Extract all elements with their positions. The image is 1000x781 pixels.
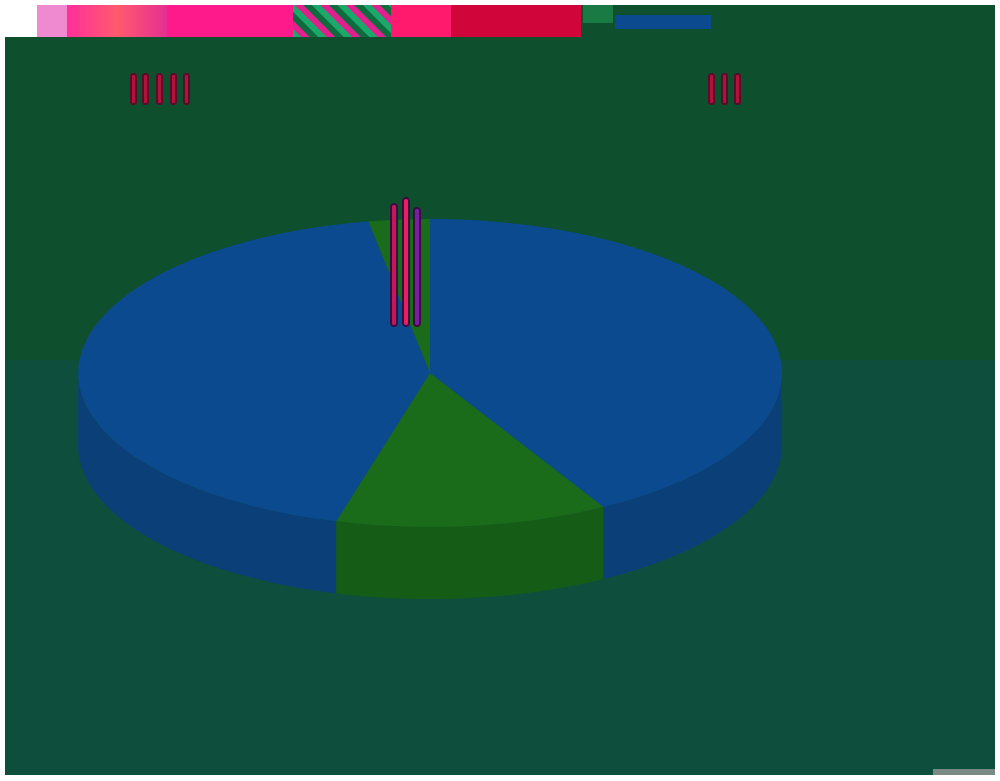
title-marker: [708, 73, 715, 105]
title-marker: [130, 73, 137, 105]
chart-marker-bar: [402, 197, 410, 327]
title-strip: [5, 73, 995, 107]
pie-slice-side-0: [603, 373, 782, 579]
toolbar-swatch-icon[interactable]: [451, 5, 581, 37]
pie-chart: [78, 219, 782, 599]
title-marker: [183, 73, 190, 105]
title-marker: [734, 73, 741, 105]
toolbar-swatch-icon[interactable]: [293, 5, 391, 37]
pie-slice-0: [430, 219, 782, 507]
title-marker: [142, 73, 149, 105]
chart-marker: [388, 197, 428, 329]
chart-marker-bar: [390, 203, 398, 327]
toolbar-blank-segment: [5, 5, 37, 37]
pie-slice-side-2: [78, 373, 337, 594]
toolbar-swatch-icon[interactable]: [37, 5, 67, 37]
title-marker: [721, 73, 728, 105]
toolbar-swatch-icon[interactable]: [167, 5, 293, 37]
toolbar: [5, 5, 995, 41]
pie-slice-1: [336, 373, 604, 527]
toolbar-swatch-icon[interactable]: [391, 5, 451, 37]
pie-slice-2: [78, 221, 430, 522]
chart-window: [5, 5, 995, 775]
corner-indicator: [933, 769, 995, 775]
chart-marker-bar: [413, 207, 421, 327]
pie-slice-side-1: [336, 507, 604, 599]
window-control-icon[interactable]: [615, 15, 711, 29]
toolbar-swatch-icon[interactable]: [67, 5, 167, 37]
window-control-icon[interactable]: [583, 5, 613, 23]
title-marker: [156, 73, 163, 105]
title-marker: [170, 73, 177, 105]
